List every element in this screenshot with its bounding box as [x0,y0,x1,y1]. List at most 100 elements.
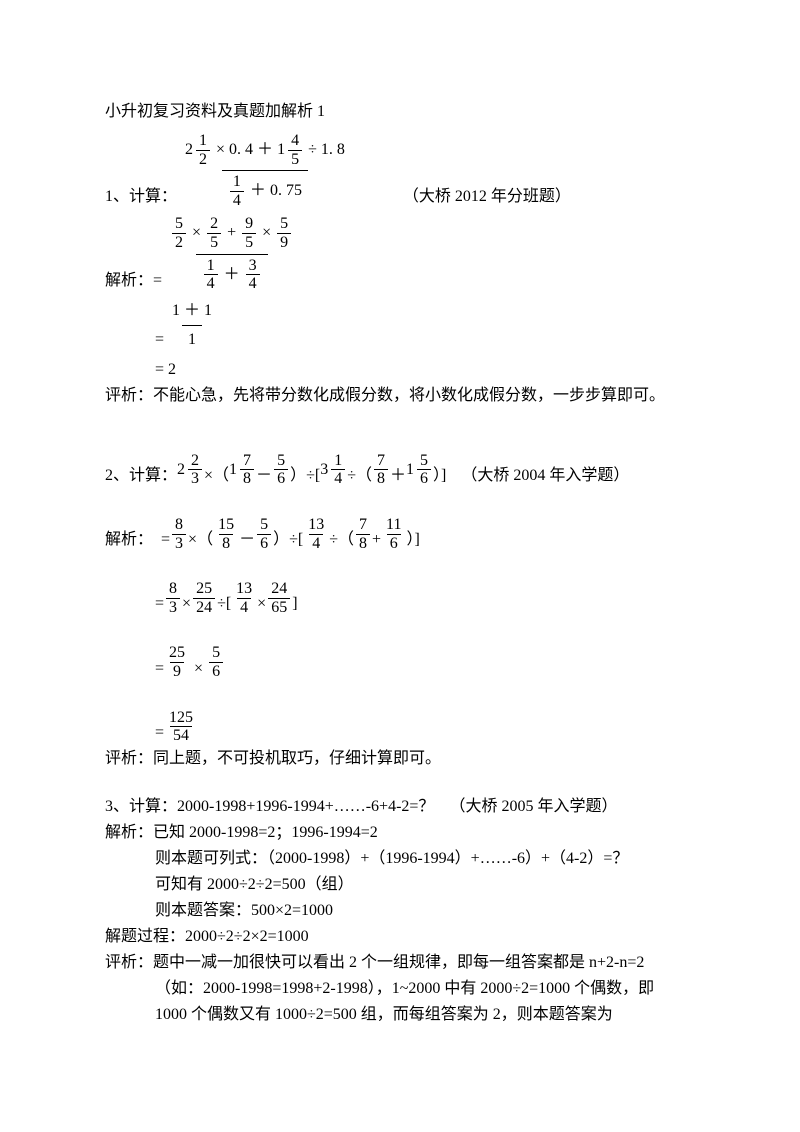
bigfrac: 52 × 25 + 95 × 59 14 ＋ 34 [164,215,299,292]
text: 2 [185,138,193,162]
n: 13 [233,580,255,598]
bottom: 1 [182,325,202,352]
frac: 14 [204,257,218,293]
n: 5 [417,452,431,470]
text: 已知 2000-1998=2；1996-1994=2 [153,821,378,845]
eq: = [155,721,164,745]
solution-label: 解析： [105,821,153,845]
text: （如：2000-1998=1998+2-1998），1~2000 中有 2000… [155,977,654,1001]
eq: = [155,328,164,352]
prob3-sol-line1: 解析： 已知 2000-1998=2；1996-1994=2 [105,821,695,845]
frac: 2524 [193,580,215,616]
eq: = [155,592,164,616]
prob1-source: （大桥 2012 年分班题） [403,185,571,209]
num: 3 [246,257,260,275]
d: 6 [257,534,271,553]
d: 8 [356,534,370,553]
problem-1-label: 1、计算： [105,185,177,209]
n: 7 [356,516,370,534]
bottom: 14 ＋ 34 [196,254,268,293]
frac: 134 [233,580,255,616]
den: 4 [246,274,260,293]
w: 1 [229,458,237,482]
den: 4 [204,274,218,293]
prob1-step3: = 2 [155,358,695,382]
n: 5 [274,452,288,470]
spacer [105,410,695,430]
text: 1000 个偶数又有 1000÷2=500 组，而每组答案为 2，则本题答案为 [155,1003,613,1027]
frac: 83 [166,580,180,616]
spacer [105,494,695,514]
op: ×（ [188,528,213,552]
num: 5 [172,215,186,233]
den: 5 [207,233,221,252]
op: ＋ [390,464,406,488]
d: 6 [274,469,288,488]
d: 3 [172,534,186,553]
n: 2 [188,452,202,470]
op: ＋ [250,179,266,203]
n: 24 [268,580,290,598]
prob2-review: 评析： 同上题，不可投机取巧，仔细计算即可。 [105,747,695,771]
op: ）] [406,528,419,552]
prob3-sol-line2: 则本题可列式：（2000-1998）+（1996-1994）+……-6）+（4-… [155,847,695,871]
op: ）÷[ [290,464,320,488]
review-label: 评析： [105,951,153,975]
frac: 59 [277,215,291,251]
problem-2-label: 2、计算： [105,464,177,488]
prob3-review-line3: 1000 个偶数又有 1000÷2=500 组，而每组答案为 2，则本题答案为 [155,1003,695,1027]
frac: 14 [331,452,345,488]
frac: 83 [172,516,186,552]
spacer [105,622,695,642]
d: 6 [209,662,223,681]
val: 0. 4 [229,138,253,162]
val: 0. 75 [270,179,302,203]
text: 则本题可列式：（2000-1998）+（1996-1994）+……-6）+（4-… [155,847,628,871]
frac: 56 [274,452,288,488]
val: 1. 8 [321,138,345,162]
eq: = [155,657,164,681]
n: 15 [215,516,237,534]
frac: 45 [288,132,302,168]
op: ×（ [204,464,229,488]
op: ＋ [257,138,273,162]
prob1-mix2: 1 45 [277,132,304,168]
problem-3-label: 3、计算： [105,795,177,819]
n: 13 [305,516,327,534]
op: ÷[ [217,592,231,616]
den: 2 [172,233,186,252]
prob3-review-line2: （如：2000-1998=1998+2-1998），1~2000 中有 2000… [155,977,695,1001]
den: 5 [242,233,256,252]
frac: 25 [207,215,221,251]
prob1-step1: 解析：= 52 × 25 + 95 × 59 14 ＋ 34 [105,215,695,292]
mix: 314 [320,452,347,488]
prob3-sol-line3: 可知有 2000÷2÷2=500（组） [155,873,695,897]
frac: 259 [166,644,188,680]
frac: 2465 [268,580,290,616]
frac: 78 [374,452,388,488]
frac: 52 [172,215,186,251]
d: 6 [417,469,431,488]
spacer [105,687,695,707]
frac: 56 [209,644,223,680]
process-text: 2000÷2÷2×2=1000 [185,925,309,949]
frac: 23 [188,452,202,488]
prob3-sol-line4: 则本题答案：500×2=1000 [155,899,695,923]
text: 可知有 2000÷2÷2=500（组） [155,873,354,897]
n: 7 [240,452,254,470]
op: × [182,592,191,616]
d: 54 [170,726,192,745]
prob2-step3: = 259 × 56 [155,644,695,680]
page-title: 小升初复习资料及真题加解析 1 [105,100,695,124]
n: 5 [209,644,223,662]
op: ）÷[ [273,528,303,552]
frac: 12 [196,132,210,168]
num: 4 [288,132,302,150]
prob2-step1: 解析： = 83 ×（ 158 － 56 ）÷[ 134 ÷（ 78 + 116… [105,516,695,552]
process-label: 解题过程： [105,925,185,949]
n: 5 [257,516,271,534]
frac: 134 [305,516,327,552]
frac: 56 [417,452,431,488]
den: 5 [288,150,302,169]
d: 8 [219,534,233,553]
